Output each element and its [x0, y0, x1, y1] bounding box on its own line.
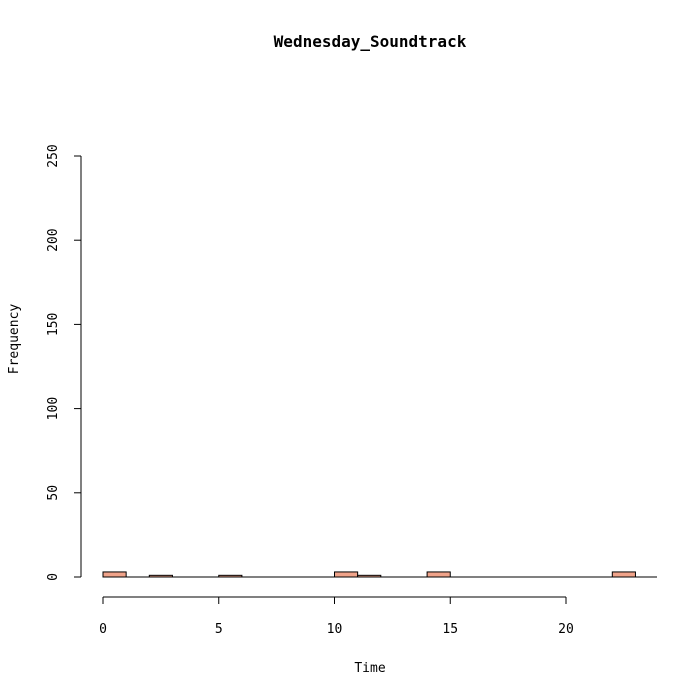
- histogram-bar: [334, 571, 359, 578]
- x-tick-label: 20: [558, 622, 574, 637]
- bars-group: [102, 571, 636, 578]
- y-axis-label: Frequency: [7, 304, 22, 375]
- y-tick-label: 200: [46, 228, 61, 251]
- y-tick-label: 50: [46, 485, 61, 501]
- x-tick-label: 15: [442, 622, 458, 637]
- x-axis-label: Time: [354, 661, 385, 676]
- histogram-bar: [218, 574, 243, 578]
- histogram-bar: [611, 571, 636, 578]
- y-tick-label: 150: [46, 313, 61, 336]
- y-tick-label: 250: [46, 144, 61, 167]
- y-tick-label: 100: [46, 397, 61, 420]
- histogram-bar: [357, 574, 382, 578]
- x-tick-label: 5: [215, 622, 223, 637]
- y-ticks-group: 0 50 100 150 200 250: [46, 144, 81, 581]
- x-tick-label: 10: [327, 622, 343, 637]
- histogram-bar: [148, 574, 173, 578]
- chart-title: Wednesday_Soundtrack: [274, 32, 467, 51]
- y-tick-label: 0: [46, 573, 61, 581]
- histogram-bar: [426, 571, 451, 578]
- x-ticks-group: 0 5 10 15 20: [99, 597, 574, 637]
- histogram-bar: [102, 571, 127, 578]
- x-tick-label: 0: [99, 622, 107, 637]
